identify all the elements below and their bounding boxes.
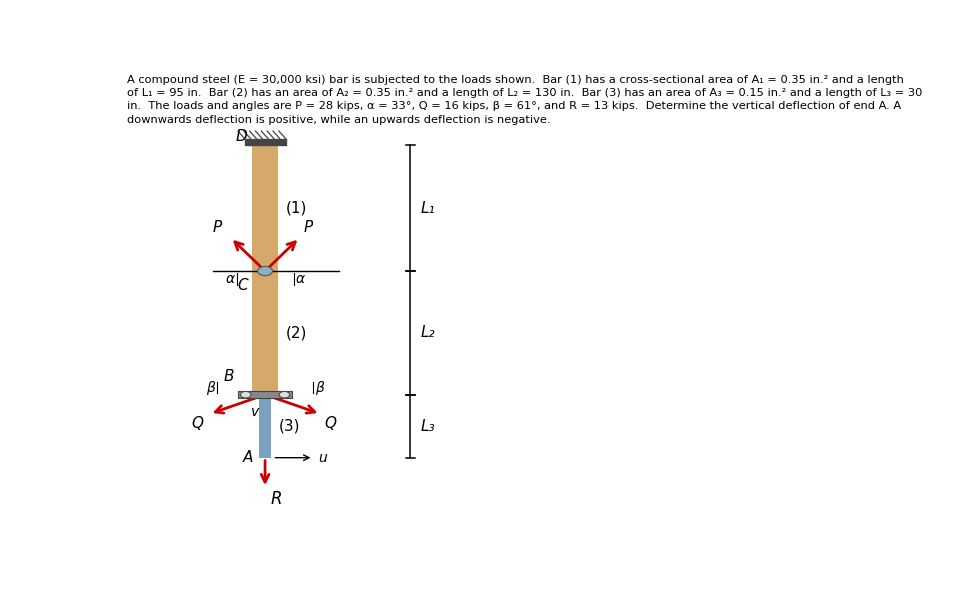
- Text: L₁: L₁: [420, 201, 435, 216]
- Text: A compound steel (E = 30,000 ksi) bar is subjected to the loads shown.  Bar (1) : A compound steel (E = 30,000 ksi) bar is…: [128, 75, 923, 125]
- Bar: [259, 395, 271, 458]
- Text: R: R: [271, 490, 282, 508]
- Text: D: D: [235, 128, 247, 144]
- Bar: [252, 271, 278, 395]
- Text: β: β: [206, 381, 215, 395]
- Text: L₂: L₂: [420, 325, 435, 341]
- Text: B: B: [224, 370, 234, 384]
- Text: β: β: [315, 381, 324, 395]
- Bar: [252, 145, 278, 271]
- Text: (1): (1): [286, 201, 307, 216]
- Circle shape: [279, 391, 290, 398]
- Text: A: A: [243, 450, 253, 465]
- Circle shape: [257, 267, 273, 276]
- Text: (2): (2): [286, 325, 307, 341]
- Text: (3): (3): [278, 419, 300, 434]
- Text: P: P: [212, 221, 222, 236]
- Bar: [238, 391, 292, 398]
- Text: Q: Q: [192, 416, 204, 431]
- Text: α: α: [296, 272, 305, 286]
- Text: u: u: [319, 451, 327, 465]
- Text: Q: Q: [324, 416, 336, 431]
- Circle shape: [241, 391, 251, 398]
- Bar: [245, 139, 285, 145]
- Text: α: α: [226, 272, 234, 286]
- Text: C: C: [237, 278, 248, 293]
- Text: P: P: [303, 221, 313, 236]
- Text: L₃: L₃: [420, 419, 435, 434]
- Text: v: v: [251, 405, 259, 419]
